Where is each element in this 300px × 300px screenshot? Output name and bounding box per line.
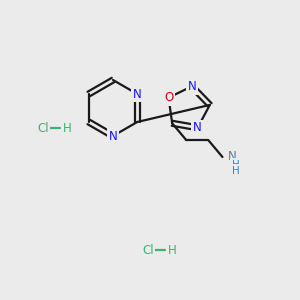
Text: H: H (63, 122, 71, 134)
Text: N: N (133, 88, 142, 100)
Text: Cl: Cl (37, 122, 49, 134)
Text: N: N (188, 80, 196, 93)
Text: N: N (228, 151, 237, 164)
Text: H: H (232, 166, 239, 176)
Text: Cl: Cl (142, 244, 154, 256)
Text: N: N (109, 130, 117, 142)
Text: O: O (164, 91, 173, 104)
Text: H: H (232, 160, 239, 170)
Text: N: N (193, 121, 202, 134)
Text: H: H (168, 244, 176, 256)
